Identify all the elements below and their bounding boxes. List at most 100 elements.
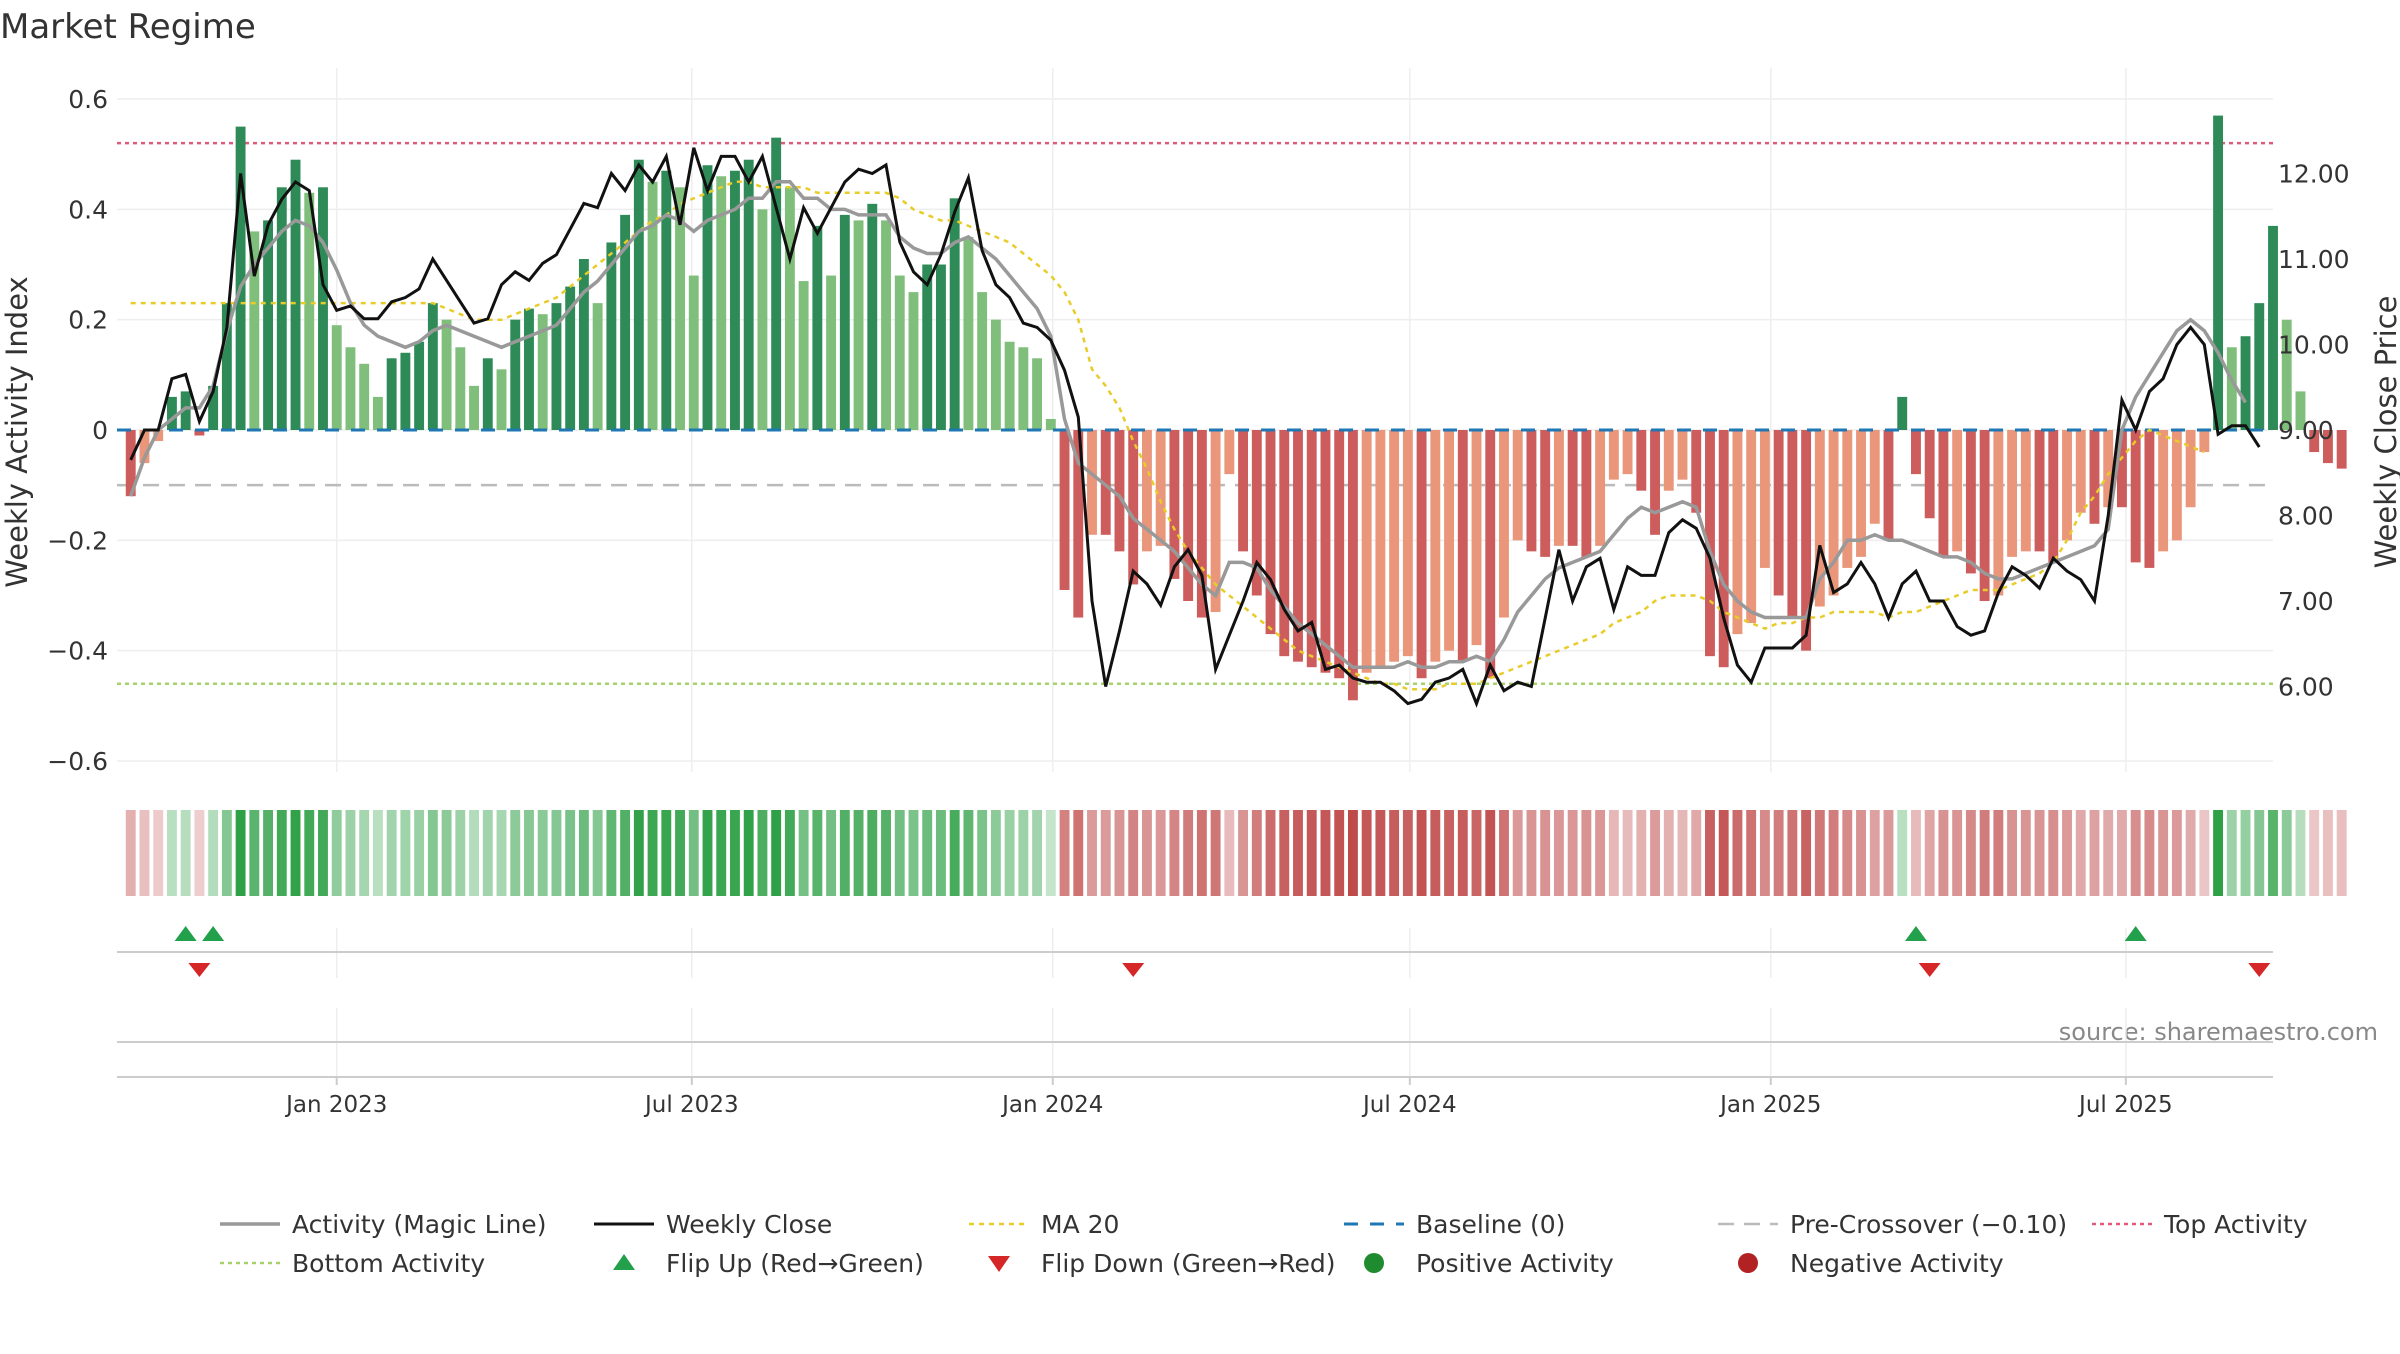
- activity-bars: [125, 115, 2347, 701]
- y-right-tick-label: 10.00: [2278, 331, 2350, 360]
- regime-strip-cell: [496, 810, 507, 896]
- regime-strip-cell: [1238, 810, 1249, 896]
- activity-bar: [881, 220, 891, 430]
- regime-strip-cell: [400, 810, 411, 896]
- activity-bar: [208, 385, 219, 430]
- y-right-tick-label: 11.00: [2278, 245, 2350, 274]
- y-right-tick-label: 12.00: [2278, 160, 2350, 189]
- regime-strip-cell: [166, 810, 177, 896]
- regime-strip-cell: [2240, 810, 2251, 896]
- regime-strip-cell: [1334, 810, 1345, 896]
- activity-bar: [1979, 430, 1990, 601]
- activity-bar: [839, 214, 850, 430]
- activity-bar: [2213, 115, 2224, 431]
- activity-bar: [2240, 336, 2251, 430]
- regime-strip-cell: [730, 810, 740, 896]
- regime-strip-cell: [331, 810, 342, 896]
- regime-strip-cell: [1787, 810, 1798, 896]
- y-left-tick-label: 0.2: [68, 306, 108, 335]
- regime-strip-cell: [2130, 810, 2141, 896]
- activity-bar: [1911, 430, 1921, 475]
- regime-strip-cell: [427, 810, 438, 896]
- activity-bar: [1732, 430, 1743, 635]
- regime-strip-cell: [1361, 810, 1372, 896]
- activity-bar: [1553, 430, 1564, 546]
- activity-bar: [867, 203, 878, 430]
- regime-strip-cell: [1663, 810, 1674, 896]
- regime-strip-cell: [1938, 810, 1949, 896]
- activity-bar: [1471, 430, 1482, 646]
- regime-strip-cell: [1732, 810, 1743, 896]
- regime-strip-cell: [1320, 810, 1331, 896]
- regime-strip-cell: [1718, 810, 1729, 896]
- regime-strip-cell: [208, 810, 219, 896]
- regime-strip-cell: [1306, 810, 1317, 896]
- activity-bar: [1540, 430, 1551, 557]
- activity-bar: [592, 303, 603, 430]
- activity-bar: [537, 314, 548, 430]
- activity-bar: [1938, 430, 1949, 557]
- flip-down-marker: [1122, 963, 1145, 977]
- regime-strip-cell: [2336, 810, 2347, 896]
- regime-strip-cell: [1004, 810, 1015, 896]
- activity-bar: [784, 187, 795, 430]
- activity-bar: [606, 242, 617, 430]
- y-left-tick-label: 0.6: [68, 85, 108, 114]
- legend-label: Flip Down (Green→Red): [1041, 1249, 1336, 1278]
- regime-strip-cell: [304, 810, 315, 896]
- y-right-tick-label: 6.00: [2278, 673, 2334, 702]
- activity-bar: [1389, 430, 1400, 662]
- regime-strip-cell: [839, 810, 850, 896]
- flip-up-marker: [174, 926, 197, 941]
- activity-bar: [2309, 430, 2320, 453]
- x-tick-label: Jul 2024: [1361, 1092, 1457, 1118]
- activity-bar: [798, 281, 809, 430]
- activity-bar: [1567, 430, 1578, 546]
- regime-strip-cell: [1389, 810, 1400, 896]
- activity-bar: [1677, 430, 1688, 480]
- regime-strip-cell: [1457, 810, 1468, 896]
- regime-strip-cell: [1773, 810, 1784, 896]
- activity-bar: [2089, 430, 2100, 524]
- legend-label: Activity (Magic Line): [292, 1210, 546, 1239]
- activity-bar: [1691, 430, 1702, 513]
- activity-bar: [730, 170, 740, 430]
- flip-up-marker: [202, 926, 225, 941]
- x-tick-label: Jul 2025: [2077, 1092, 2173, 1118]
- activity-bar: [1402, 430, 1413, 657]
- activity-bar: [496, 369, 507, 430]
- regime-strip-cell: [1869, 810, 1880, 896]
- regime-strip-cell: [1691, 810, 1702, 896]
- activity-bar: [812, 225, 823, 430]
- activity-bar: [826, 275, 837, 430]
- regime-strip-cell: [1567, 810, 1578, 896]
- activity-bar: [263, 220, 274, 430]
- activity-bar: [1279, 430, 1290, 657]
- activity-bar: [551, 303, 562, 430]
- activity-bar: [1444, 430, 1454, 651]
- activity-bar: [1251, 430, 1262, 596]
- regime-strip-cell: [153, 810, 164, 896]
- regime-strip-cell: [1842, 810, 1853, 896]
- regime-strip-cell: [2089, 810, 2100, 896]
- regime-strip-cell: [1759, 810, 1770, 896]
- activity-bar: [620, 214, 631, 430]
- y-left-axis-label: Weekly Activity Index: [0, 276, 34, 587]
- activity-bar: [1306, 430, 1317, 668]
- activity-bar: [1265, 430, 1276, 635]
- y-right-tick-label: 7.00: [2278, 587, 2334, 616]
- regime-strip-cell: [1279, 810, 1290, 896]
- legend-label: Pre-Crossover (−0.10): [1790, 1210, 2067, 1239]
- activity-bar: [2130, 430, 2141, 563]
- regime-strip-cell: [2309, 810, 2320, 896]
- activity-bar: [1183, 430, 1194, 601]
- legend-label: Flip Up (Red→Green): [666, 1249, 924, 1278]
- regime-strip-cell: [386, 810, 397, 896]
- activity-bar: [1952, 430, 1963, 552]
- activity-bar: [469, 385, 479, 430]
- regime-strip-cell: [784, 810, 795, 896]
- regime-strip-cell: [1746, 810, 1757, 896]
- flip-down-marker: [2248, 963, 2271, 977]
- activity-bar: [633, 159, 644, 431]
